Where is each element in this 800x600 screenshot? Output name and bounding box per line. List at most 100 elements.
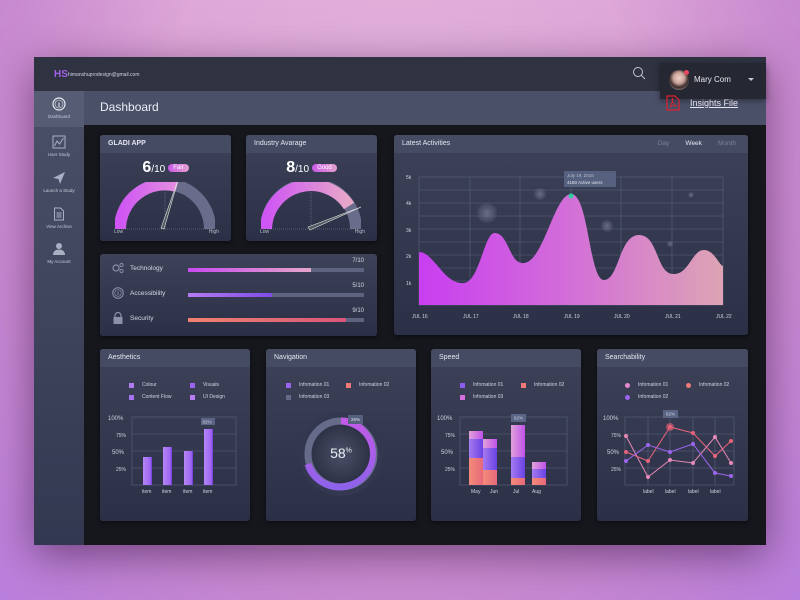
period-tabs: Day Week Month: [658, 140, 736, 147]
svg-text:JUL 19: JUL 19: [564, 314, 580, 320]
info-circle-icon: [52, 97, 66, 111]
card-title: Navigation: [266, 349, 416, 367]
svg-text:1k: 1k: [406, 281, 412, 287]
insights-file-label: Insights File: [690, 98, 739, 108]
legend-item: UI Design: [190, 394, 225, 400]
sidebar-item-view-archive[interactable]: View Archive: [34, 201, 84, 237]
svg-text:Jun: Jun: [490, 489, 498, 495]
rating-value: 9/10: [352, 308, 364, 314]
card-title: Searchability: [597, 349, 748, 367]
tab-day[interactable]: Day: [657, 140, 670, 147]
svg-text:82%: 82%: [666, 412, 675, 417]
searchability-card: Searchability Infomation 01 Infomation 0…: [597, 349, 748, 521]
gears-icon: [112, 262, 124, 274]
sidebar-item-user-study[interactable]: User Study: [34, 129, 84, 165]
gauge-low-label: Low: [114, 229, 124, 235]
aesthetics-card: Aesthetics Colour Visuals Content Flow U…: [100, 349, 250, 521]
svg-text:50%: 50%: [441, 450, 454, 456]
accessibility-icon: [112, 287, 124, 299]
svg-text:JUL 20: JUL 20: [614, 314, 630, 320]
gauge-chart: [261, 182, 361, 231]
card-title: Latest Activities: [394, 135, 748, 153]
activity-area-chart: 5k 4k 3k 2k 1k JUL 16 JUL 17 JUL 18 JUL 19 JUL 2…: [406, 175, 732, 320]
svg-text:82%: 82%: [202, 420, 211, 425]
svg-text:75%: 75%: [116, 433, 127, 439]
ratings-card: Technology 7/10 Accessibility 5/10 Secur…: [100, 254, 377, 336]
sidebar-label: View Archive: [46, 224, 72, 229]
tab-month[interactable]: Month: [717, 140, 736, 147]
sidebar-item-launch-study[interactable]: Launch a Study: [34, 165, 84, 201]
gauge-card-industry-average: Industry Avarage 8/10 Good Low High: [246, 135, 377, 241]
rating-badge: Fair: [168, 163, 189, 172]
rating-badge: Good: [312, 163, 337, 172]
card-title: GLADI APP: [100, 135, 231, 153]
chart-tooltip: July 19, 2016 4180 Active users: [564, 171, 616, 187]
sidebar-label: Launch a Study: [43, 188, 75, 193]
sidebar-label: User Study: [47, 152, 71, 157]
gauge-score: 8/10 Good: [246, 159, 377, 177]
logo: HS: [54, 69, 68, 80]
sidebar-label: Dashboard: [47, 114, 70, 119]
speed-card: Speed Infomation 01 Infomation 02 Infoma…: [431, 349, 581, 521]
paper-plane-icon: [53, 172, 65, 184]
svg-text:item: item: [142, 489, 151, 495]
card-title: Aesthetics: [100, 349, 250, 367]
gauge-high-label: High: [354, 229, 365, 235]
svg-text:Jul: Jul: [513, 489, 519, 495]
latest-activities-card: Latest Activities Day Week Month 5k 4k 3k 2…: [394, 135, 748, 335]
rating-label: Accessibility: [130, 290, 166, 297]
user-icon: [53, 243, 65, 255]
sidebar: Dashboard User Study Launch a Study View…: [34, 91, 84, 545]
legend-item: Colour: [129, 382, 157, 388]
svg-text:label: label: [710, 489, 721, 495]
card-title: Speed: [431, 349, 581, 367]
svg-text:25%: 25%: [445, 467, 456, 473]
speed-stacked-bar-chart: 82% 100% 75% 50% 25% May Jun Jul Aug: [437, 414, 568, 495]
user-email: himanshuprodesign@gmail.com: [68, 72, 140, 78]
legend-item: Infomation 03: [286, 394, 329, 400]
legend-item: Infomation 02: [346, 382, 389, 388]
rating-row-accessibility: Accessibility 5/10: [100, 283, 377, 307]
rating-value: 5/10: [352, 283, 364, 289]
chart-icon: [52, 135, 66, 149]
insights-file-link[interactable]: Insights File: [666, 95, 738, 111]
svg-text:50%: 50%: [112, 450, 125, 456]
svg-text:JUL 18: JUL 18: [513, 314, 529, 320]
legend-item: Infomation 03: [460, 394, 503, 400]
svg-text:25%: 25%: [116, 467, 127, 473]
search-icon[interactable]: [632, 66, 646, 80]
svg-text:4k: 4k: [406, 201, 412, 207]
svg-text:JUL 22: JUL 22: [716, 314, 732, 320]
chevron-down-icon: [748, 78, 754, 81]
svg-text:JUL 21: JUL 21: [665, 314, 681, 320]
rating-value: 7/10: [352, 258, 364, 264]
legend-item: Infomation 01: [286, 382, 329, 388]
legend-item: Infomation 02: [625, 394, 668, 400]
svg-text:100%: 100%: [108, 416, 124, 422]
svg-text:100%: 100%: [603, 416, 619, 422]
sidebar-item-dashboard[interactable]: Dashboard: [34, 91, 84, 127]
app-window: HS himanshuprodesign@gmail.com Dashboard…: [34, 57, 766, 545]
card-title: Industry Avarage: [246, 135, 377, 153]
rating-label: Security: [130, 315, 154, 322]
svg-text:JUL 16: JUL 16: [412, 314, 428, 320]
page-title: Dashboard: [100, 100, 159, 114]
svg-text:item: item: [203, 489, 212, 495]
legend-item: Content Flow: [129, 394, 171, 400]
legend-item: Infomation 02: [521, 382, 564, 388]
navigation-card: Navigation Infomation 01 Infomation 02 I…: [266, 349, 416, 521]
svg-text:50%: 50%: [607, 450, 620, 456]
gauge-chart: [115, 182, 215, 230]
sidebar-item-my-account[interactable]: My Account: [34, 236, 84, 272]
svg-text:Aug: Aug: [532, 489, 541, 495]
legend-item: Infomation 01: [625, 382, 668, 388]
gauge-score: 6/10 Fair: [100, 159, 231, 177]
legend-item: Infomation 01: [460, 382, 503, 388]
svg-text:item: item: [183, 489, 192, 495]
lock-icon: [113, 312, 123, 324]
tab-week[interactable]: Week: [685, 140, 702, 147]
sidebar-label: My Account: [47, 259, 71, 264]
user-menu[interactable]: Mary Com: [660, 63, 766, 99]
svg-text:label: label: [665, 489, 676, 495]
gauge-card-gladi-app: GLADI APP 6/10 Fair Low High: [100, 135, 231, 241]
